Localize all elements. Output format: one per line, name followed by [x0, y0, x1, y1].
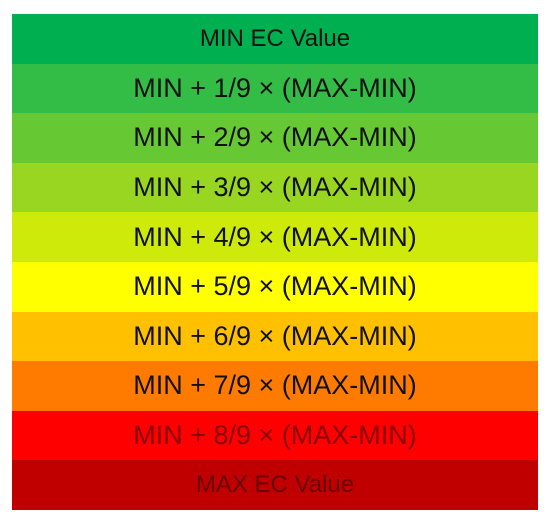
- color-legend: MIN EC Value MIN + 1/9 × (MAX-MIN) MIN +…: [12, 14, 538, 510]
- legend-row: MIN + 8/9 × (MAX-MIN): [12, 410, 538, 461]
- legend-row: MIN + 4/9 × (MAX-MIN): [12, 212, 538, 262]
- legend-row: MIN + 5/9 × (MAX-MIN): [12, 261, 538, 312]
- legend-row: MIN + 2/9 × (MAX-MIN): [12, 113, 538, 163]
- legend-row: MIN EC Value: [12, 14, 538, 64]
- legend-row: MIN + 1/9 × (MAX-MIN): [12, 63, 538, 114]
- legend-row: MIN + 6/9 × (MAX-MIN): [12, 311, 538, 362]
- legend-row: MIN + 7/9 × (MAX-MIN): [12, 361, 538, 411]
- legend-row: MIN + 3/9 × (MAX-MIN): [12, 162, 538, 213]
- legend-row: MAX EC Value: [12, 460, 538, 510]
